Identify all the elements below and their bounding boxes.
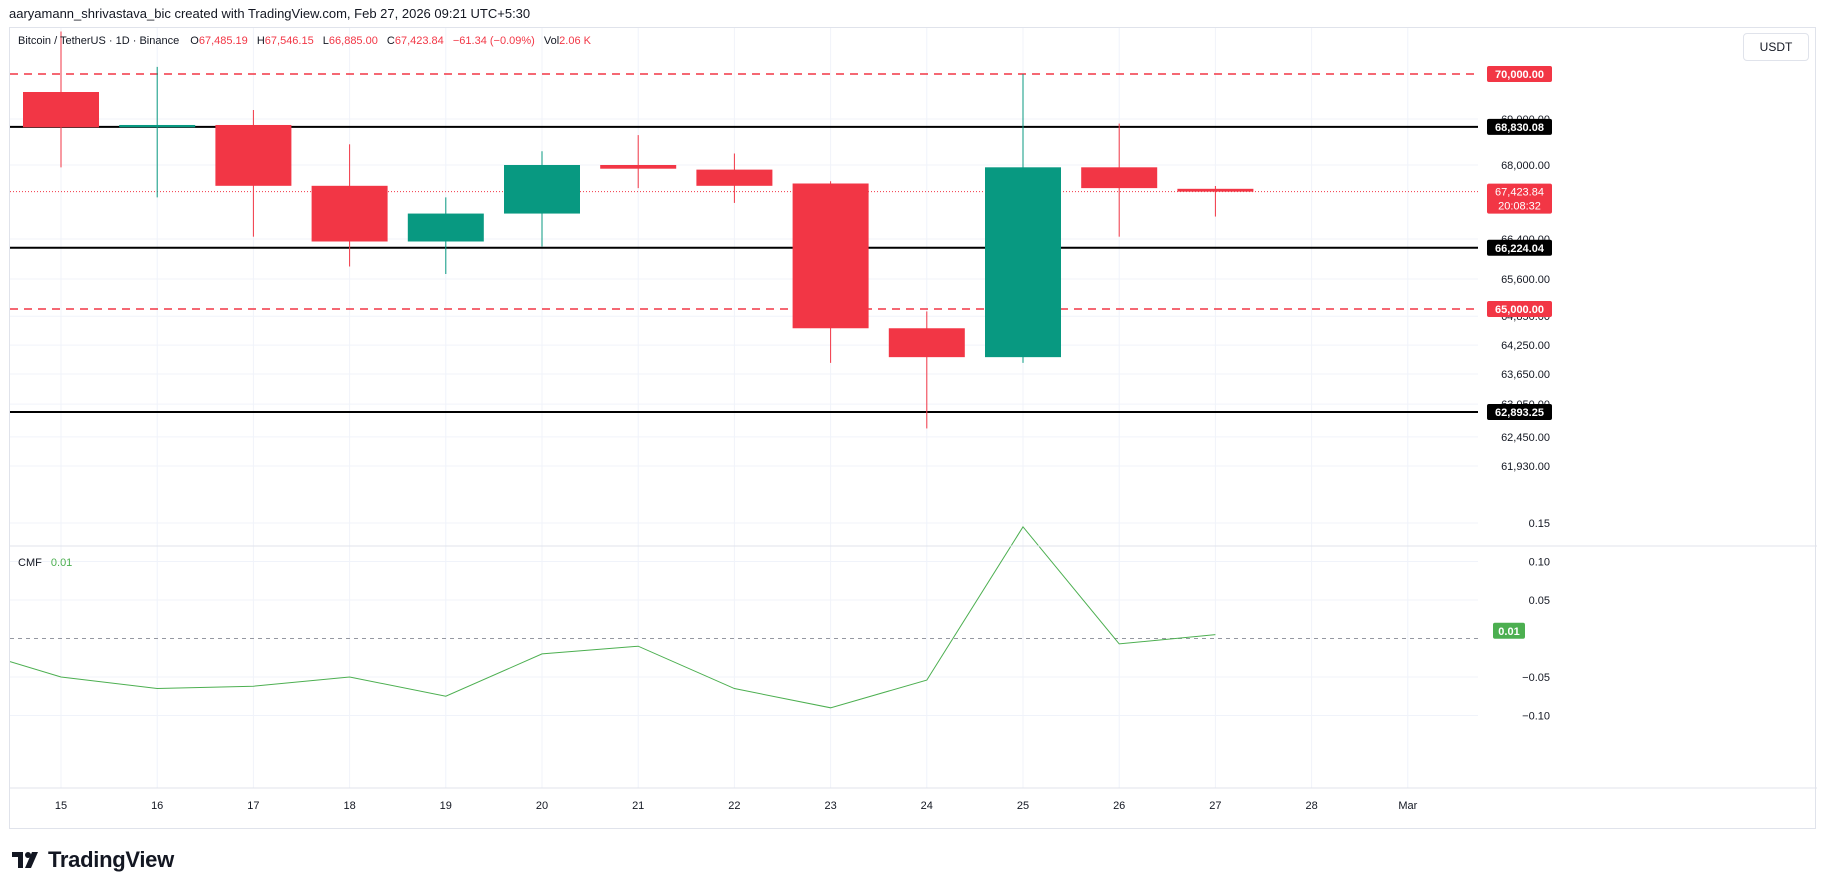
legend-open-value: 67,485.19 [199, 35, 248, 47]
cmf-tick-label: 0.15 [1529, 518, 1550, 530]
legend-symbol: Bitcoin / TetherUS · 1D · Binance [18, 35, 179, 47]
cmf-tick-label: −0.10 [1522, 711, 1550, 723]
horizontal-levels [10, 73, 1478, 413]
cmf-value-label: 0.01 [1498, 626, 1519, 638]
candle-body [792, 183, 869, 329]
time-tick-label: 27 [1209, 800, 1221, 812]
price-tick-label: 65,600.00 [1501, 274, 1550, 286]
last-price-tag [1487, 183, 1552, 214]
legend-vol-label: Vol [544, 35, 559, 47]
legend-open-label: O [190, 35, 199, 47]
time-tick-label: 22 [728, 800, 740, 812]
cmf-value: 0.01 [51, 557, 72, 569]
time-tick-label: 16 [151, 800, 163, 812]
candle-body [504, 165, 580, 214]
time-tick-label: Mar [1398, 800, 1417, 812]
chart-svg[interactable]: 69,000.0068,000.0066,400.0065,600.0064,8… [9, 28, 1817, 830]
level-price-tag [1487, 118, 1552, 135]
legend-low-value: 66,885.00 [329, 35, 378, 47]
level-price-tag [1487, 404, 1552, 420]
legend-close-value: 67,423.84 [395, 35, 444, 47]
time-tick-label: 18 [343, 800, 355, 812]
time-tick-label: 28 [1305, 800, 1317, 812]
cmf-legend: CMF 0.01 [18, 557, 72, 569]
level-price-tag [1487, 66, 1552, 82]
legend-high-value: 67,546.15 [265, 35, 314, 47]
brand-name: TradingView [48, 847, 174, 872]
chart-frame: 69,000.0068,000.0066,400.0065,600.0064,8… [9, 27, 1817, 830]
cmf-name: CMF [18, 557, 42, 569]
chart-credit: aaryamann_shrivastava_bic created with T… [9, 6, 531, 21]
legend-high-label: H [257, 35, 265, 47]
candle-body [600, 165, 677, 169]
level-price-label: 62,893.25 [1495, 407, 1544, 419]
candle-body [407, 213, 484, 242]
currency-button[interactable]: USDT [1743, 33, 1809, 61]
candle-body [696, 169, 773, 186]
level-price-tag [1487, 239, 1552, 256]
candle-body [119, 124, 196, 128]
last-price-label: 67,423.84 [1495, 187, 1544, 199]
cmf-tick-label: −0.05 [1522, 672, 1550, 684]
level-price-label: 65,000.00 [1495, 304, 1544, 316]
price-axis: 69,000.0068,000.0066,400.0065,600.0064,8… [1487, 66, 1552, 723]
time-tick-label: 23 [824, 800, 836, 812]
cmf-tick-label: 0.05 [1529, 595, 1550, 607]
cmf-value-tag [1493, 622, 1525, 639]
candle-body [888, 328, 965, 358]
candle-body [1081, 167, 1158, 189]
cmf-indicator [9, 525, 1478, 709]
candle-body [311, 185, 388, 242]
level-price-label: 68,830.08 [1495, 122, 1544, 134]
level-price-label: 70,000.00 [1495, 69, 1544, 81]
candle-body [215, 124, 292, 186]
countdown-label: 20:08:32 [1498, 201, 1541, 213]
time-axis: 15 16 17 18 19 20 21 22 23 24 25 26 27 28 Mar [55, 800, 1418, 812]
candle-body [985, 167, 1061, 358]
time-tick-label: 26 [1113, 800, 1125, 812]
time-tick-label: 21 [632, 800, 644, 812]
time-tick-label: 20 [536, 800, 548, 812]
legend-change: −61.34 (−0.09%) [453, 35, 535, 47]
price-tick-label: 68,000.00 [1501, 160, 1550, 172]
candles [23, 31, 1254, 429]
time-tick-label: 15 [55, 800, 67, 812]
time-tick-label: 25 [1017, 800, 1029, 812]
level-price-label: 66,224.04 [1495, 243, 1545, 255]
legend-vol-value: 2.06 K [559, 35, 591, 47]
price-tick-label: 64,250.00 [1501, 340, 1550, 352]
candle-body [1177, 188, 1254, 192]
legend: Bitcoin / TetherUS · 1D · Binance O67,48… [18, 35, 592, 47]
time-tick-label: 19 [440, 800, 452, 812]
time-tick-label: 24 [921, 800, 933, 812]
legend-close-label: C [387, 35, 395, 47]
cmf-line [9, 525, 1216, 709]
cmf-tick-label: 0.10 [1529, 557, 1550, 569]
price-tick-label: 61,930.00 [1501, 461, 1550, 473]
price-tick-label: 62,450.00 [1501, 432, 1550, 444]
legend-low-label: L [323, 35, 329, 47]
tradingview-logo[interactable]: TradingView [12, 847, 174, 873]
time-tick-label: 17 [247, 800, 259, 812]
tradingview-logo-icon [12, 852, 38, 868]
price-tick-label: 63,650.00 [1501, 369, 1550, 381]
candle-body [23, 92, 99, 128]
level-price-tag [1487, 301, 1552, 317]
